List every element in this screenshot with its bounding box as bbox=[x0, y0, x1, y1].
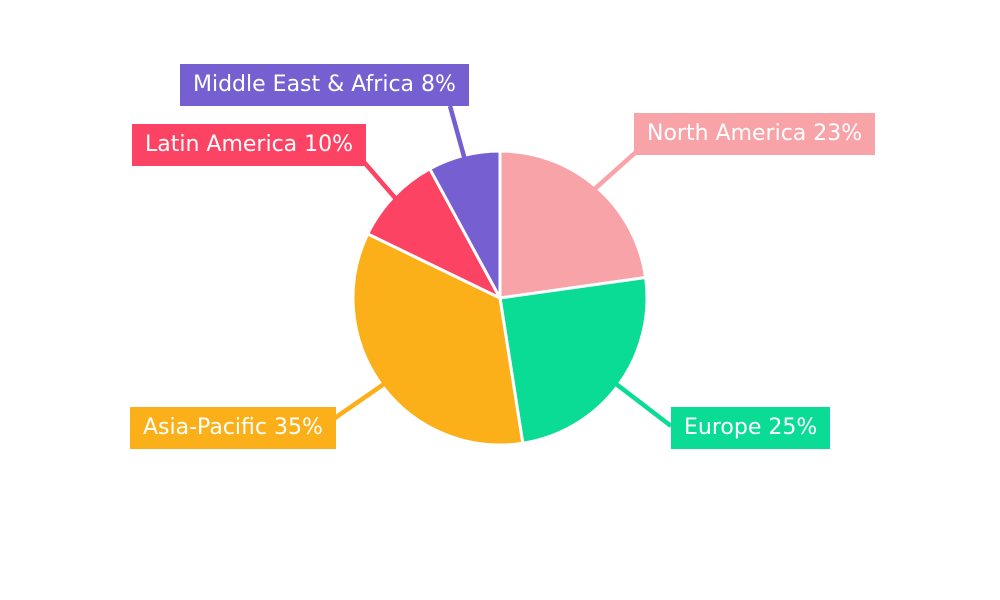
callout-middle-east-africa: Middle East & Africa 8% bbox=[180, 64, 469, 106]
callout-line-middle-east-africa bbox=[447, 105, 467, 159]
callout-line-north-america bbox=[593, 150, 638, 191]
callout-europe: Europe 25% bbox=[671, 407, 831, 449]
callout-asia-pacific: Asia-Pacific 35% bbox=[130, 407, 336, 449]
callout-line-europe bbox=[615, 382, 673, 428]
pie-slice-europe[interactable] bbox=[498, 276, 649, 445]
callout-north-america: North America 23% bbox=[634, 113, 876, 155]
callout-line-asia-pacific bbox=[330, 382, 385, 422]
callout-latin-america: Latin America 10% bbox=[132, 124, 367, 166]
pie-slice-north-america[interactable] bbox=[498, 149, 648, 300]
